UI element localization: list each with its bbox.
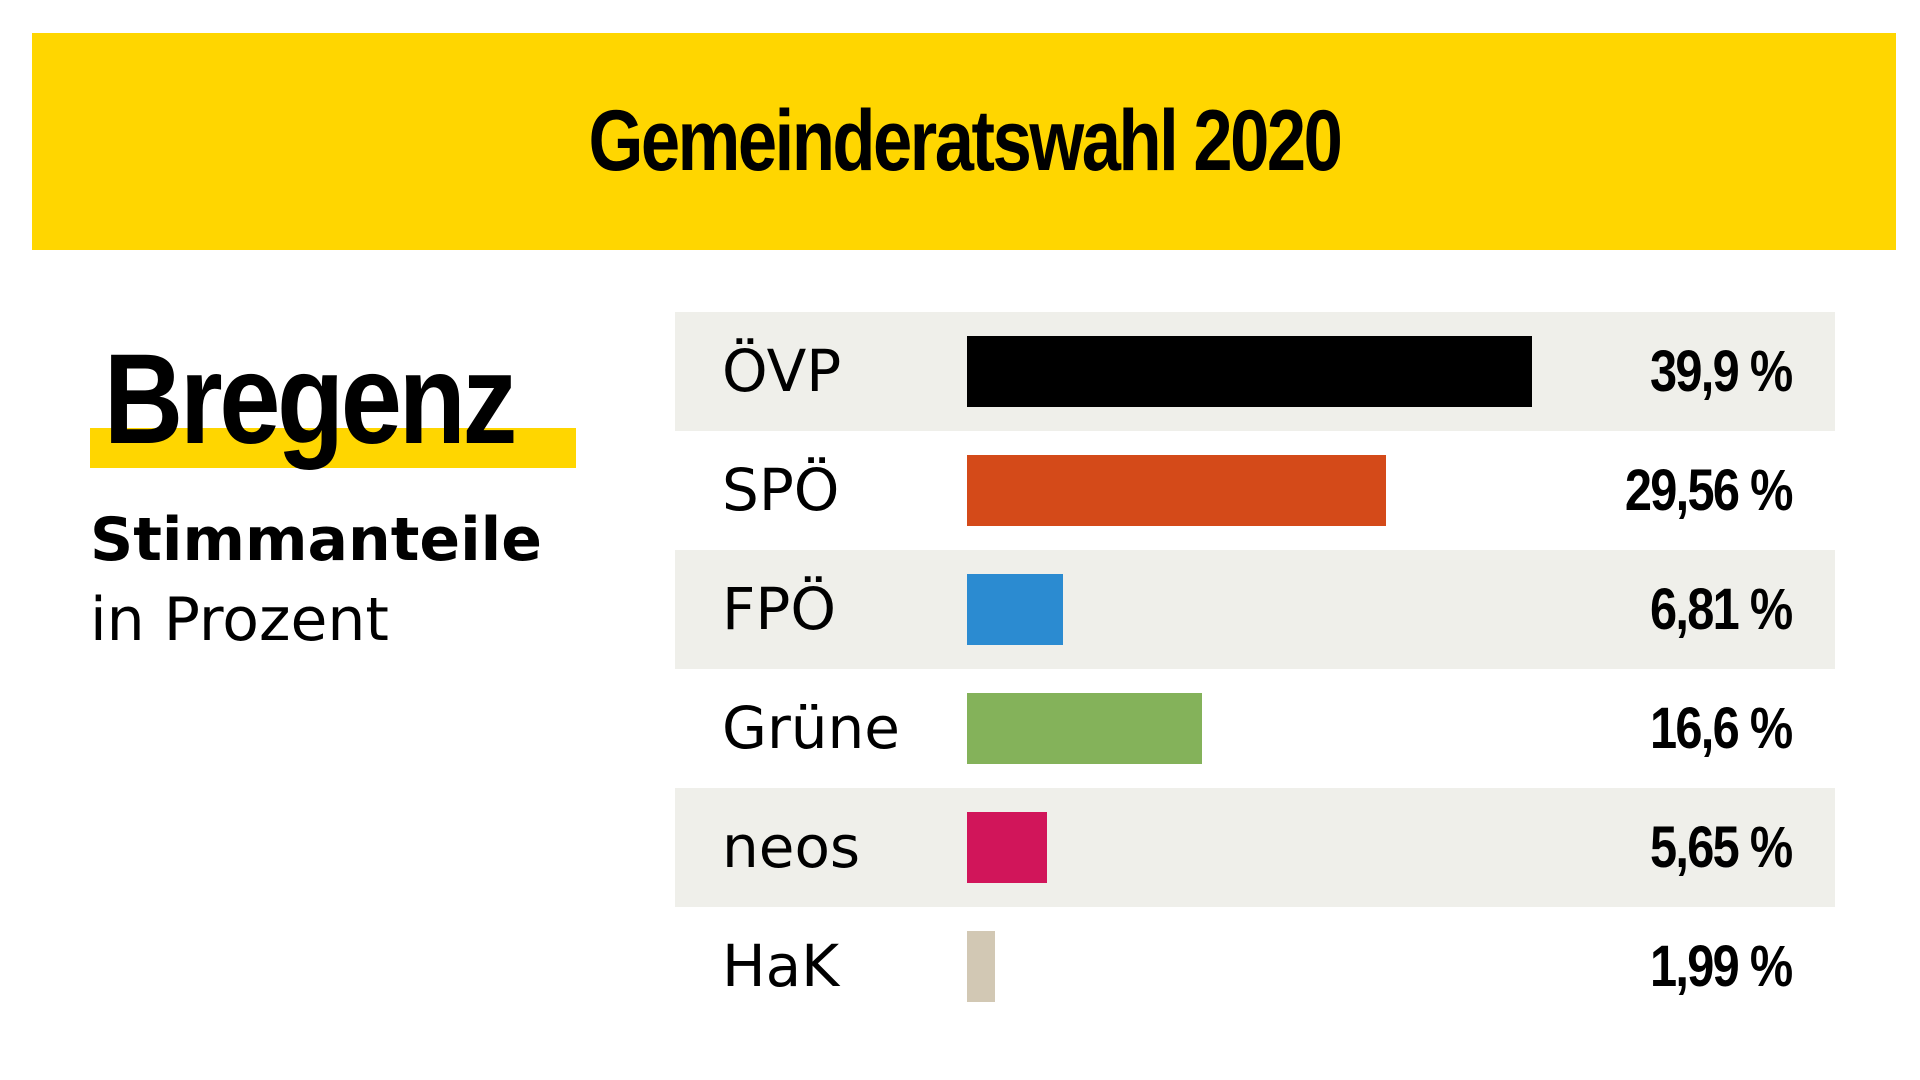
party-label: SPÖ	[722, 456, 840, 524]
bar	[967, 931, 995, 1002]
value-label: 29,56 %	[1624, 458, 1794, 523]
party-label: neos	[722, 813, 861, 881]
subtitle-unit: in Prozent	[90, 585, 389, 655]
chart-row: SPÖ 29,56 %	[675, 431, 1835, 550]
city-highlight-underline	[90, 428, 576, 468]
party-label: ÖVP	[722, 337, 842, 405]
party-label: Grüne	[722, 694, 900, 762]
title-banner: Gemeinderatswahl 2020	[32, 33, 1896, 250]
party-label: HaK	[722, 932, 840, 1000]
chart-row: FPÖ 6,81 %	[675, 550, 1835, 669]
value-label: 5,65 %	[1650, 815, 1793, 880]
bar	[967, 693, 1202, 764]
left-panel: Bregenz Stimmanteile in Prozent	[90, 330, 610, 660]
chart-row: neos 5,65 %	[675, 788, 1835, 907]
chart-row: Grüne 16,6 %	[675, 669, 1835, 788]
bar	[967, 574, 1063, 645]
value-label: 16,6 %	[1650, 696, 1793, 761]
bar	[967, 812, 1047, 883]
bar	[967, 336, 1532, 407]
chart-row: HaK 1,99 %	[675, 907, 1835, 1026]
chart-row: ÖVP 39,9 %	[675, 312, 1835, 431]
bar	[967, 455, 1386, 526]
subtitle: Stimmanteile	[90, 505, 542, 575]
bar-chart: ÖVP 39,9 % SPÖ 29,56 % FPÖ 6,81 % Grüne 16,6 % n…	[675, 312, 1835, 1026]
value-label: 1,99 %	[1650, 934, 1793, 999]
party-label: FPÖ	[722, 575, 836, 643]
value-label: 6,81 %	[1650, 577, 1793, 642]
city-name: Bregenz	[103, 328, 518, 471]
city-heading: Bregenz	[90, 330, 583, 480]
value-label: 39,9 %	[1650, 339, 1793, 404]
chart-title: Gemeinderatswahl 2020	[588, 93, 1342, 189]
